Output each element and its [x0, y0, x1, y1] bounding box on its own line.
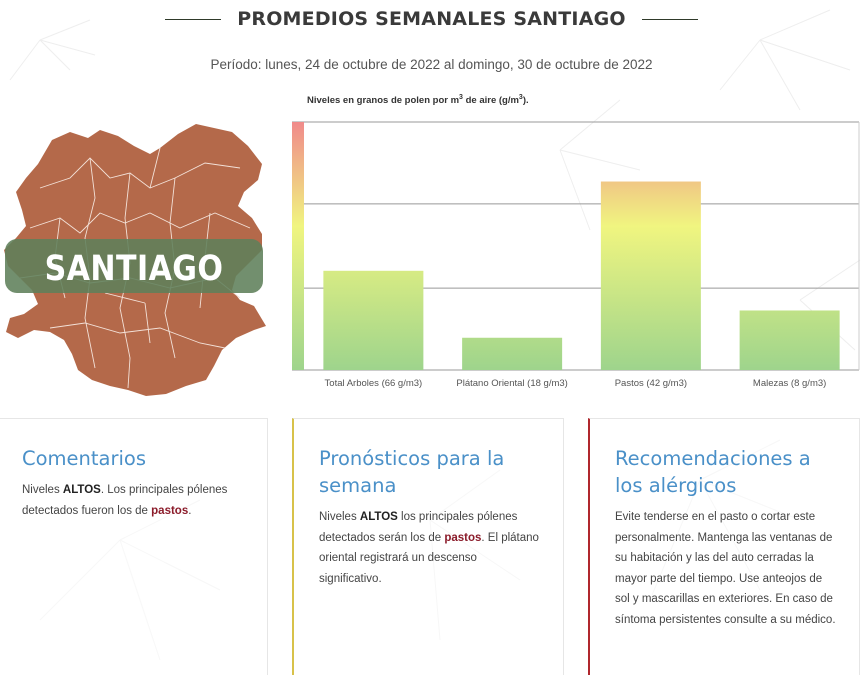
- chart-note-exp2: 3: [518, 94, 523, 101]
- map-label: SANTIAGO: [45, 248, 224, 289]
- level-scale-strip: [292, 122, 304, 370]
- map-label-banner: [5, 239, 263, 293]
- forecast-text: Niveles ALTOS los principales pólenes de…: [319, 507, 541, 589]
- comments-text: Niveles ALTOS. Los principales pólenes d…: [22, 480, 245, 521]
- chart-category-label: Plátano Oriental (18 g/m3): [456, 378, 567, 389]
- chart-bar: [600, 181, 701, 370]
- chart-category-label: Pastos (42 g/m3): [615, 378, 687, 389]
- pollen-chart: Niveles en granos de polen por m3 de air…: [282, 88, 863, 398]
- santiago-map: SANTIAGO: [0, 118, 275, 400]
- comments-title: Comentarios: [22, 447, 147, 470]
- comments-text-1: Niveles: [22, 484, 63, 496]
- period-text: Período: lunes, 24 de octubre de 2022 al…: [210, 57, 653, 72]
- chart-bar: [462, 337, 563, 370]
- chart-bar: [739, 310, 840, 370]
- forecast-pollen: pastos: [444, 531, 482, 544]
- chart-category-label: Total Arboles (66 g/m3): [325, 378, 423, 389]
- title-left-line: [165, 18, 222, 20]
- comments-text-3: .: [188, 504, 192, 517]
- comments-card: Comentarios Niveles ALTOS. Los principal…: [0, 418, 268, 675]
- info-cards: Comentarios Niveles ALTOS. Los principal…: [0, 418, 863, 675]
- comments-level: ALTOS: [62, 484, 101, 496]
- chart-bar: [323, 270, 424, 370]
- page-title: PROMEDIOS SEMANALES SANTIAGO: [237, 8, 626, 30]
- title-row: PROMEDIOS SEMANALES SANTIAGO: [0, 6, 863, 32]
- chart-note-prefix: Niveles en granos de polen por m: [307, 95, 460, 107]
- chart-note-exp1: 3: [459, 94, 463, 101]
- forecast-level: ALTOS: [359, 511, 398, 523]
- chart-note-middle: de aire (g/m: [462, 95, 519, 107]
- recommendations-card: Recomendaciones a los alérgicos Evite te…: [588, 418, 860, 675]
- forecast-card: Pronósticos para la semana Niveles ALTOS…: [292, 418, 564, 675]
- forecast-title: Pronósticos para la semana: [319, 447, 505, 497]
- recommendations-title: Recomendaciones a los alérgicos: [615, 447, 811, 497]
- comments-pollen: pastos: [151, 504, 189, 517]
- chart-category-label: Malezas (8 g/m3): [753, 378, 826, 389]
- forecast-text-1: Niveles: [319, 511, 360, 523]
- chart-note-suffix: ).: [522, 95, 529, 107]
- santiago-map-svg: SANTIAGO: [4, 124, 266, 396]
- chart-units-note: Niveles en granos de polen por m3 de air…: [307, 94, 529, 106]
- title-right-line: [641, 18, 698, 20]
- recommendations-text: Evite tenderse en el pasto o cortar este…: [615, 511, 836, 626]
- chart-svg: Total Arboles (66 g/m3) Plátano Oriental …: [292, 121, 860, 389]
